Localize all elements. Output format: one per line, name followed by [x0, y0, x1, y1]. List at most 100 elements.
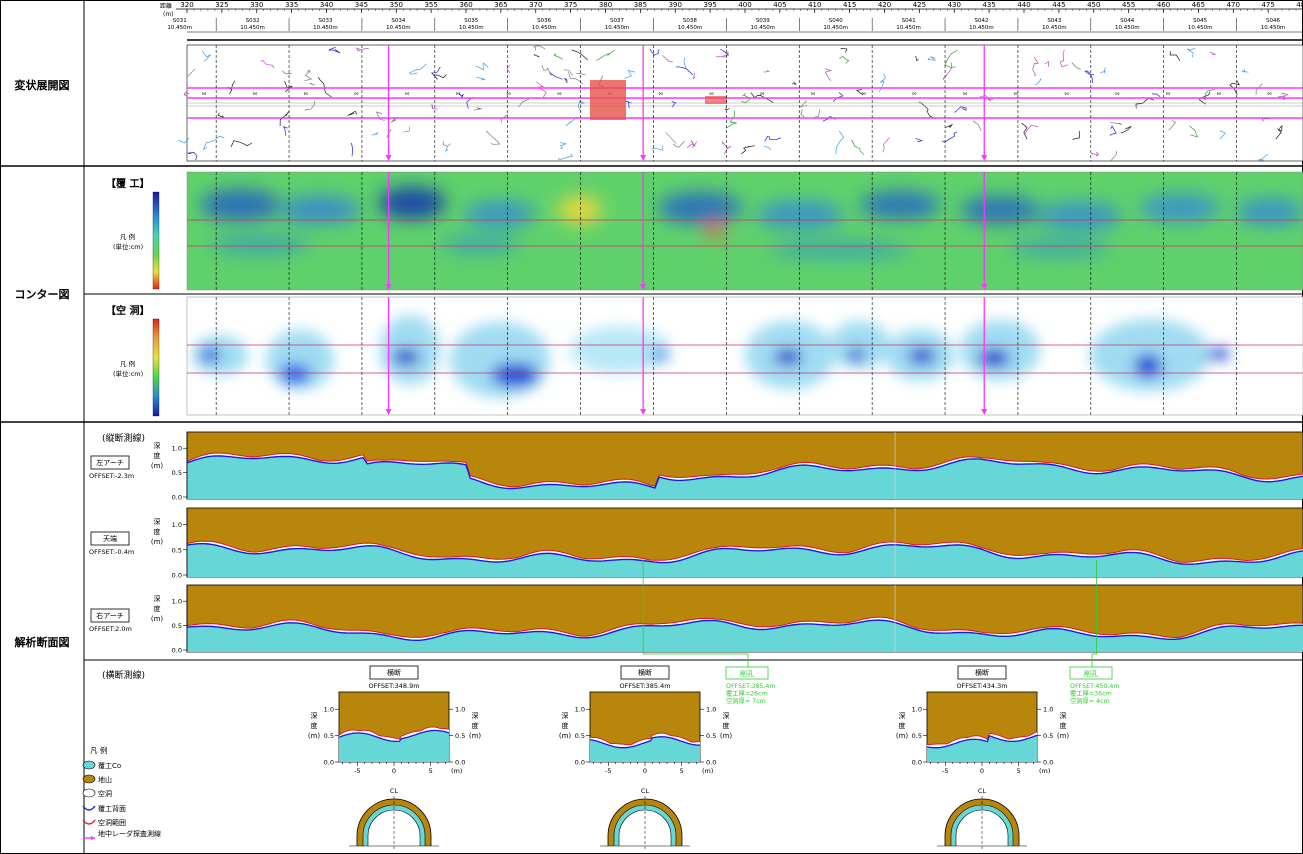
depth-label: 度 [154, 604, 161, 613]
depth-label: 深 [154, 517, 161, 526]
radar-arrow [640, 284, 647, 290]
crack-line [750, 92, 774, 103]
section-label-deformation: 変状展開図 [15, 78, 70, 92]
crack-line [814, 109, 821, 118]
crack-line [1032, 56, 1039, 77]
depth-label: 度 [723, 721, 730, 730]
crack-line [1034, 78, 1042, 86]
depth-label: 度 [472, 721, 479, 730]
crack-line [624, 69, 635, 79]
lining-legend-unit: (単位:cm) [113, 242, 143, 251]
profile-y-tick: 0.0 [172, 494, 182, 502]
depth-label: 深 [562, 711, 569, 720]
deformation-drawing: ⋈⋈⋈⋈⋈⋈⋈⋈⋈⋈⋈⋈⋈⋈⋈⋈⋈⋈⋈⋈⋈⋈ [178, 44, 1303, 162]
crack-line [408, 63, 427, 75]
span-id: S044 [1120, 18, 1134, 24]
span-length: 10.450m [678, 25, 703, 31]
crack-line [725, 107, 730, 111]
joint-mark: ⋈ [506, 92, 511, 97]
distance-tick-label: 465 [1192, 1, 1205, 9]
distance-tick-label: 405 [773, 1, 786, 9]
crack-line [915, 55, 919, 62]
transverse-y-tick: 0.5 [706, 732, 716, 740]
transverse-y-tick: 1.0 [706, 706, 716, 714]
line-name: 左アーチ [96, 458, 124, 467]
joint-mark: ⋈ [861, 92, 866, 97]
distance-tick-label: 360 [459, 1, 472, 9]
line-offset: OFFSET:-0.4m [89, 548, 134, 556]
profile-y-tick: 0.0 [172, 572, 182, 580]
legend-swatch-void-range [82, 819, 96, 825]
section-label-contour: コンター図 [15, 287, 70, 301]
span-length: 10.450m [751, 25, 776, 31]
transverse-y-tick: 0.0 [324, 759, 334, 767]
span-id: S045 [1193, 18, 1207, 24]
distance-tick-label: 345 [355, 1, 368, 9]
joint-mark: ⋈ [303, 92, 308, 97]
crack-line [800, 109, 805, 118]
span-id: S031 [173, 18, 187, 24]
depth-label: 度 [1060, 721, 1067, 730]
crack-line [473, 107, 482, 111]
crack-line [563, 69, 574, 76]
crack-line [549, 72, 563, 80]
depth-label: (m) [308, 732, 321, 740]
crack-line [568, 72, 584, 85]
borehole-box [1069, 666, 1113, 680]
crack-line [559, 142, 568, 149]
depth-label: (m) [1057, 732, 1070, 740]
crack-line [260, 59, 275, 69]
crack-line [371, 132, 379, 136]
span-id: S042 [974, 18, 988, 24]
crack-line [1229, 80, 1240, 95]
distance-tick-label: 435 [982, 1, 995, 9]
crack-line [553, 52, 564, 60]
transverse-y-tick: 1.0 [1043, 706, 1053, 714]
transverse-y-tick: 1.0 [455, 706, 465, 714]
crack-line [304, 69, 313, 82]
transverse-name: 横断 [638, 668, 652, 677]
radar-arrow [385, 155, 392, 161]
crack-line [662, 55, 673, 63]
crack-line [1120, 125, 1132, 134]
transverse-lining-area [339, 730, 449, 762]
transverse-name: 横断 [387, 668, 401, 677]
legend-item-ground: 地山 [98, 775, 112, 784]
legend: 凡 例 覆工Co 地山 空洞 覆工背面 空洞範囲 地中レーダ探査測線 [82, 745, 161, 840]
crack-line [442, 141, 448, 147]
span-length: 10.450m [1261, 25, 1286, 31]
borehole-info: 空洞厚= 4cm [1070, 696, 1110, 705]
crack-line [1219, 130, 1226, 140]
crack-line [485, 130, 501, 145]
span-length: 10.450m [896, 25, 921, 31]
borehole-title: 削孔 [1084, 669, 1098, 678]
depth-label: (m) [896, 732, 909, 740]
transverse-lining-area [927, 735, 1037, 762]
depth-label: (m) [559, 732, 572, 740]
radar-arrow [981, 409, 988, 415]
crack-line [458, 93, 464, 99]
longitudinal-profiles: 1.00.50.0深度(m)左アーチOFFSET:-2.3m1.00.50.0深… [89, 431, 1303, 655]
void-range-line [186, 452, 1303, 488]
span-length: 10.450m [240, 25, 265, 31]
cl-label: CL [641, 787, 650, 795]
transverse-x-tick: 0 [392, 767, 396, 775]
crack-line [230, 140, 253, 148]
depth-label: (m) [151, 462, 164, 470]
joint-mark: ⋈ [557, 92, 562, 97]
crack-line [184, 92, 190, 97]
crack-line [1255, 83, 1263, 96]
crack-line [281, 70, 292, 74]
distance-tick-label: 420 [878, 1, 891, 9]
crack-line [686, 140, 696, 148]
crack-line [390, 117, 397, 123]
transverse-name-box [957, 665, 1007, 680]
transverse-x-tick: 5 [1017, 767, 1021, 775]
crack-line [1059, 49, 1069, 68]
crack-line [764, 135, 782, 142]
void-patch [590, 80, 626, 120]
contour-void: 【空 洞】 凡 例 (単位:cm) [106, 296, 1303, 417]
distance-tick-label: 385 [634, 1, 647, 9]
span-length: 10.450m [459, 25, 484, 31]
crack-line [855, 89, 863, 96]
